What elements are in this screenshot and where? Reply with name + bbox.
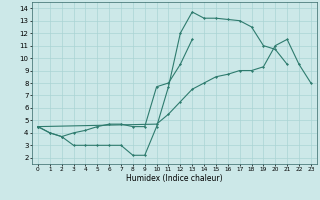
X-axis label: Humidex (Indice chaleur): Humidex (Indice chaleur) [126,174,223,183]
